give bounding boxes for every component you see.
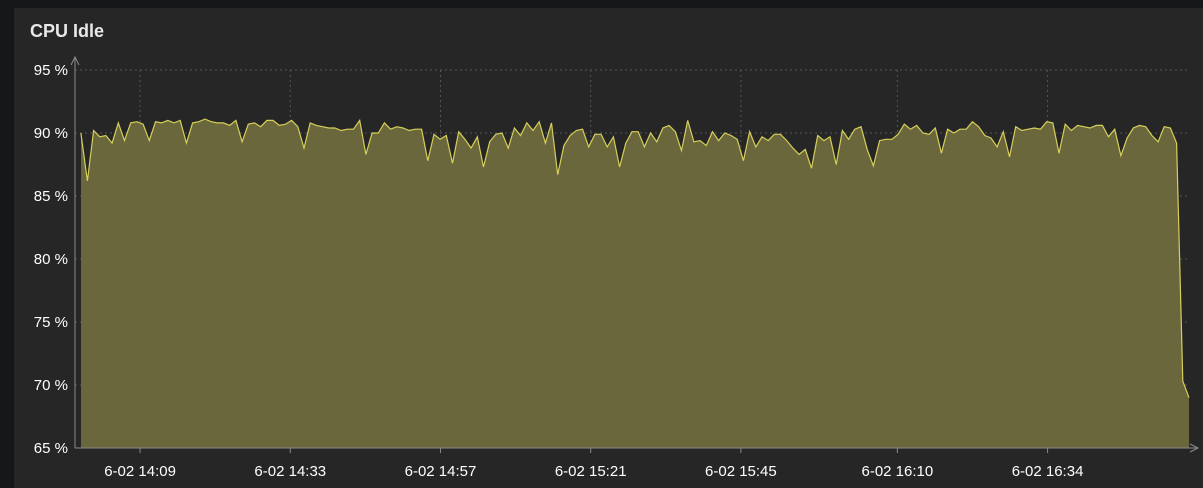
y-tick-label: 70 % [34,377,68,394]
y-tick-label: 80 % [34,251,68,268]
cpu-idle-chart: 95 %90 %85 %80 %75 %70 %65 % 6-02 14:09 6… [34,55,1200,480]
y-tick-label: 75 % [34,314,68,331]
y-tick-label: 90 % [34,125,68,142]
x-tick-label: 6-02 15:45 [705,463,777,480]
y-tick-label: 65 % [34,440,68,457]
x-tick-label: 6-02 14:33 [254,463,326,480]
axes [70,55,1200,453]
x-tick-label: 6-02 14:57 [405,463,477,480]
y-axis-arrow-icon [70,55,80,66]
cpu-idle-panel: CPU Idle 95 % 90 % 85 % 80 % 75 % 70 % 65 % 6-… [14,8,1203,488]
x-tick-label: 6-02 16:10 [861,463,933,480]
x-tick-label: 6-02 15:21 [555,463,627,480]
panel-title[interactable]: CPU Idle [30,21,105,41]
y-axis-ticks: 95 % 90 % 85 % 80 % 75 % 70 % 65 % [34,62,68,457]
series-area-fill [81,119,1189,448]
y-tick-label: 95 % [34,62,68,79]
x-tick-label: 6-02 14:09 [104,463,176,480]
series-line [80,118,1190,398]
x-axis-ticks: 6-02 14:09 6-02 14:33 6-02 14:57 6-02 15:21… [104,463,1083,480]
x-axis-arrow-icon [1189,443,1200,453]
x-tick-label: 6-02 16:34 [1012,463,1084,480]
y-tick-label: 85 % [34,188,68,205]
